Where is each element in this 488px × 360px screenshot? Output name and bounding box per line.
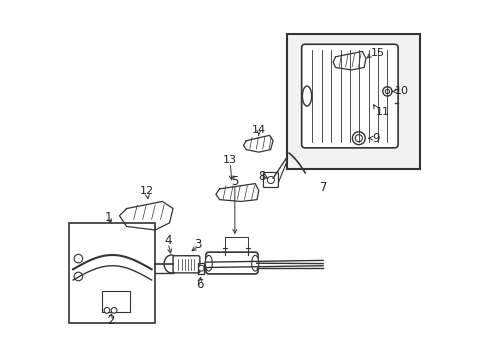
Text: 2: 2 [106, 314, 114, 327]
Ellipse shape [198, 265, 203, 271]
Text: 9: 9 [372, 132, 379, 145]
FancyBboxPatch shape [173, 256, 200, 273]
Bar [69, 223, 155, 323]
Ellipse shape [74, 254, 82, 263]
Text: 8: 8 [258, 170, 265, 183]
Ellipse shape [382, 87, 391, 96]
Text: 6: 6 [196, 278, 203, 291]
Text: 5: 5 [231, 175, 238, 188]
Text: 15: 15 [370, 48, 385, 58]
Text: 10: 10 [394, 86, 407, 96]
Ellipse shape [164, 255, 178, 273]
Text: 11: 11 [375, 107, 389, 117]
Bar [287, 33, 419, 169]
Ellipse shape [104, 307, 110, 313]
Ellipse shape [385, 89, 389, 94]
Ellipse shape [111, 307, 117, 313]
Ellipse shape [74, 272, 82, 281]
Ellipse shape [267, 176, 274, 184]
Text: 4: 4 [163, 234, 171, 247]
Text: 13: 13 [222, 156, 236, 165]
Text: 14: 14 [251, 125, 265, 135]
Ellipse shape [302, 86, 311, 106]
FancyBboxPatch shape [205, 252, 258, 274]
FancyBboxPatch shape [263, 172, 278, 188]
Text: 3: 3 [194, 238, 202, 251]
Ellipse shape [205, 255, 212, 271]
Ellipse shape [352, 132, 365, 145]
Text: 7: 7 [320, 181, 327, 194]
Bar [102, 291, 130, 312]
Text: 12: 12 [140, 186, 154, 197]
Ellipse shape [354, 135, 362, 142]
Ellipse shape [251, 255, 258, 271]
Text: 1: 1 [105, 211, 112, 224]
FancyBboxPatch shape [301, 44, 397, 148]
